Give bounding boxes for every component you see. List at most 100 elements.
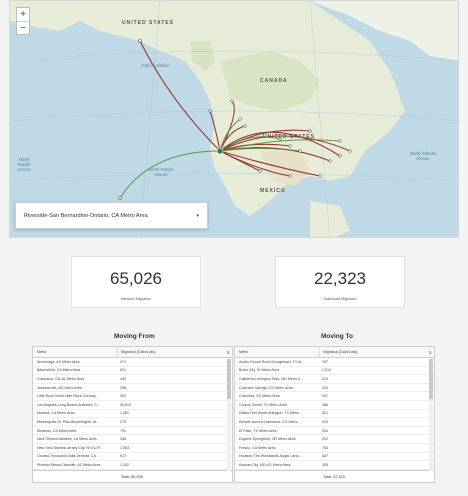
metro-cell: Colorado Springs, CO Metro Area xyxy=(239,385,293,390)
migration-cell: 224 xyxy=(322,376,328,381)
label-united-states-top: UNITED STATES xyxy=(122,20,174,26)
migration-cell: 924 xyxy=(322,419,328,424)
metro-cell: Boise City, ID Metro Area xyxy=(239,368,280,373)
table-row[interactable]: Austin-Round Rock-Georgetown, TX M... 767 xyxy=(235,358,434,367)
col-value-label: Migration (Gain/Loss) xyxy=(323,350,358,354)
scrollbar[interactable] xyxy=(227,359,231,471)
metro-cell: Madera, CA Metro Area xyxy=(37,411,75,416)
table-row[interactable]: Modesto, CA Metro Area 791 xyxy=(33,427,232,436)
col-metro-header[interactable]: Metro xyxy=(37,350,47,354)
graticule xyxy=(10,1,458,237)
migration-cell: 1,281 xyxy=(120,411,129,416)
metro-cell: Corpus Christi, TX Metro Area xyxy=(239,402,287,407)
table-row[interactable]: Oxnard-Thousand Oaks-Ventura, CA ... 672 xyxy=(33,453,232,462)
zoom-out-button[interactable]: − xyxy=(17,21,29,34)
table-body: Anchorage, AK Metro Area 471 Bakersfield, … xyxy=(33,358,232,470)
central-america-land xyxy=(310,201,350,237)
coast-range-area xyxy=(190,41,215,71)
table-row[interactable]: Denver-Aurora-Lakewood, CO Metro ... 924 xyxy=(235,418,434,427)
migration-cell: 254 xyxy=(322,428,328,433)
table-row[interactable]: Columbus, GA-AL Metro Area 440 xyxy=(33,375,232,384)
sort-icon[interactable]: ⇅ xyxy=(226,349,230,355)
table-row[interactable]: New Orleans-Metairie, LA Metro Area 338 xyxy=(33,435,232,444)
metro-select-value: Riverside-San Bernardino-Ontario, CA Met… xyxy=(24,212,148,219)
outbound-flows xyxy=(119,118,341,199)
migration-cell: 347 xyxy=(322,394,328,399)
scrollbar[interactable] xyxy=(429,359,433,471)
table-row[interactable]: Los Angeles-Long Beach-Anaheim, C... 35,6… xyxy=(33,401,232,410)
label-mexico: MEXICO xyxy=(260,188,286,194)
metro-cell: El Paso, TX Metro Area xyxy=(239,428,277,433)
table-header: Metro Migration (Gain/Loss) ⇅ xyxy=(33,347,232,358)
table-row[interactable]: Phoenix-Mesa-Chandler, AZ Metro Area 1,34… xyxy=(33,461,232,470)
col-metro-header[interactable]: Metro xyxy=(239,350,249,354)
metro-cell: New Orleans-Metairie, LA Metro Area xyxy=(37,437,97,442)
migration-cell: 338 xyxy=(120,437,126,442)
table-row[interactable]: Minneapolis-St. Paul-Bloomington, M... 27… xyxy=(33,418,232,427)
migration-cell: 784 xyxy=(322,445,328,450)
table-row[interactable]: Jacksonville, NC Metro Area 298 xyxy=(33,384,232,393)
migration-map[interactable]: + − UNITED STATES CANADA UNITED STATES M… xyxy=(9,0,459,238)
flow-endpoints xyxy=(118,39,352,200)
table-row[interactable]: California-Lexington Park, MD Metro A...… xyxy=(235,375,434,384)
metro-cell: Eugene-Springfield, OR Metro Area xyxy=(239,437,296,442)
metro-cell: Jacksonville, NC Metro Area xyxy=(37,385,83,390)
migration-cell: 35,614 xyxy=(120,402,131,407)
table-row[interactable]: Colorado Springs, CO Metro Area 224 xyxy=(235,384,434,393)
map-canvas[interactable] xyxy=(10,1,459,238)
outbound-value: 22,323 xyxy=(314,269,366,288)
metro-cell: Minneapolis-St. Paul-Bloomington, M... xyxy=(37,419,100,424)
inbound-value: 65,026 xyxy=(110,269,162,288)
table-header: Metro Migration (Gain/Loss) ⇅ xyxy=(235,347,434,358)
metro-cell: California-Lexington Park, MD Metro A... xyxy=(239,376,304,381)
migration-cell: 471 xyxy=(120,359,126,364)
label-north-atlantic: North Atlantic Ocean xyxy=(409,151,437,161)
metro-select[interactable]: Riverside-San Bernardino-Ontario, CA Met… xyxy=(15,202,208,229)
sort-icon[interactable]: ⇅ xyxy=(428,349,432,355)
col-value-header[interactable]: Migration (Gain/Loss) ⇅ xyxy=(117,347,232,357)
moving-to-title: Moving To xyxy=(321,333,354,340)
metro-cell: Fresno, CA Metro Area xyxy=(239,445,276,450)
migration-cell: 224 xyxy=(322,385,328,390)
north-america-land xyxy=(70,1,405,216)
migration-cell: 1,063 xyxy=(120,445,129,450)
metro-cell: Los Angeles-Long Beach-Anaheim, C... xyxy=(37,402,100,407)
table-row[interactable]: Anchorage, AK Metro Area 471 xyxy=(33,358,232,367)
col-value-header[interactable]: Migration (Gain/Loss) ⇅ xyxy=(319,347,434,357)
label-north-pacific: North Pacific Ocean xyxy=(148,167,174,177)
moving-from-title: Moving From xyxy=(114,333,155,340)
metro-cell: Little Rock-North Little Rock-Conway... xyxy=(37,394,99,399)
table-row[interactable]: Eugene-Springfield, OR Metro Area 292 xyxy=(235,435,434,444)
table-row[interactable]: Bakersfield, CA Metro Area 621 xyxy=(33,367,232,376)
migration-cell: 672 xyxy=(120,454,126,459)
metro-cell: New York-Newark-Jersey City, NY-NJ-P... xyxy=(37,445,103,450)
metro-cell: Houston-The Woodlands-Sugar Land,... xyxy=(239,454,303,459)
scrollbar-thumb[interactable] xyxy=(429,359,433,399)
metro-cell: Kansas City, MO-KS Metro Area xyxy=(239,462,291,467)
metro-cell: Dallas-Fort Worth-Arlington, TX Metro ..… xyxy=(239,411,304,416)
migration-cell: 305 xyxy=(322,462,328,467)
table-total: Total: 22,323 xyxy=(235,470,434,482)
migration-cell: 279 xyxy=(120,419,126,424)
table-row[interactable]: Fresno, CA Metro Area 784 xyxy=(235,444,434,453)
table-row[interactable]: El Paso, TX Metro Area 254 xyxy=(235,427,434,436)
zoom-in-button[interactable]: + xyxy=(20,9,26,20)
label-north-pacific-left: North Pacific Ocean xyxy=(17,157,31,172)
migration-cell: 292 xyxy=(322,437,328,442)
table-row[interactable]: Columbia, SC Metro Area 347 xyxy=(235,392,434,401)
table-row[interactable]: Little Rock-North Little Rock-Conway... 3… xyxy=(33,392,232,401)
migration-cell: 298 xyxy=(120,385,126,390)
table-row[interactable]: Corpus Christi, TX Metro Area 386 xyxy=(235,401,434,410)
label-gulf-alaska: Gulf of Alaska xyxy=(141,63,169,68)
table-row[interactable]: New York-Newark-Jersey City, NY-NJ-P... 1… xyxy=(33,444,232,453)
origin-marker xyxy=(216,147,224,155)
migration-cell: 300 xyxy=(120,394,126,399)
migration-cell: 791 xyxy=(120,428,126,433)
table-row[interactable]: Kansas City, MO-KS Metro Area 305 xyxy=(235,461,434,470)
table-row[interactable]: Dallas-Fort Worth-Arlington, TX Metro ..… xyxy=(235,410,434,419)
table-row[interactable]: Houston-The Woodlands-Sugar Land,... 637 xyxy=(235,453,434,462)
scrollbar-thumb[interactable] xyxy=(227,359,231,399)
table-row[interactable]: Madera, CA Metro Area 1,281 xyxy=(33,410,232,419)
table-row[interactable]: Boise City, ID Metro Area 1,212 xyxy=(235,367,434,376)
outbound-stat-card: 22,323 Outbound Migration xyxy=(275,256,405,308)
